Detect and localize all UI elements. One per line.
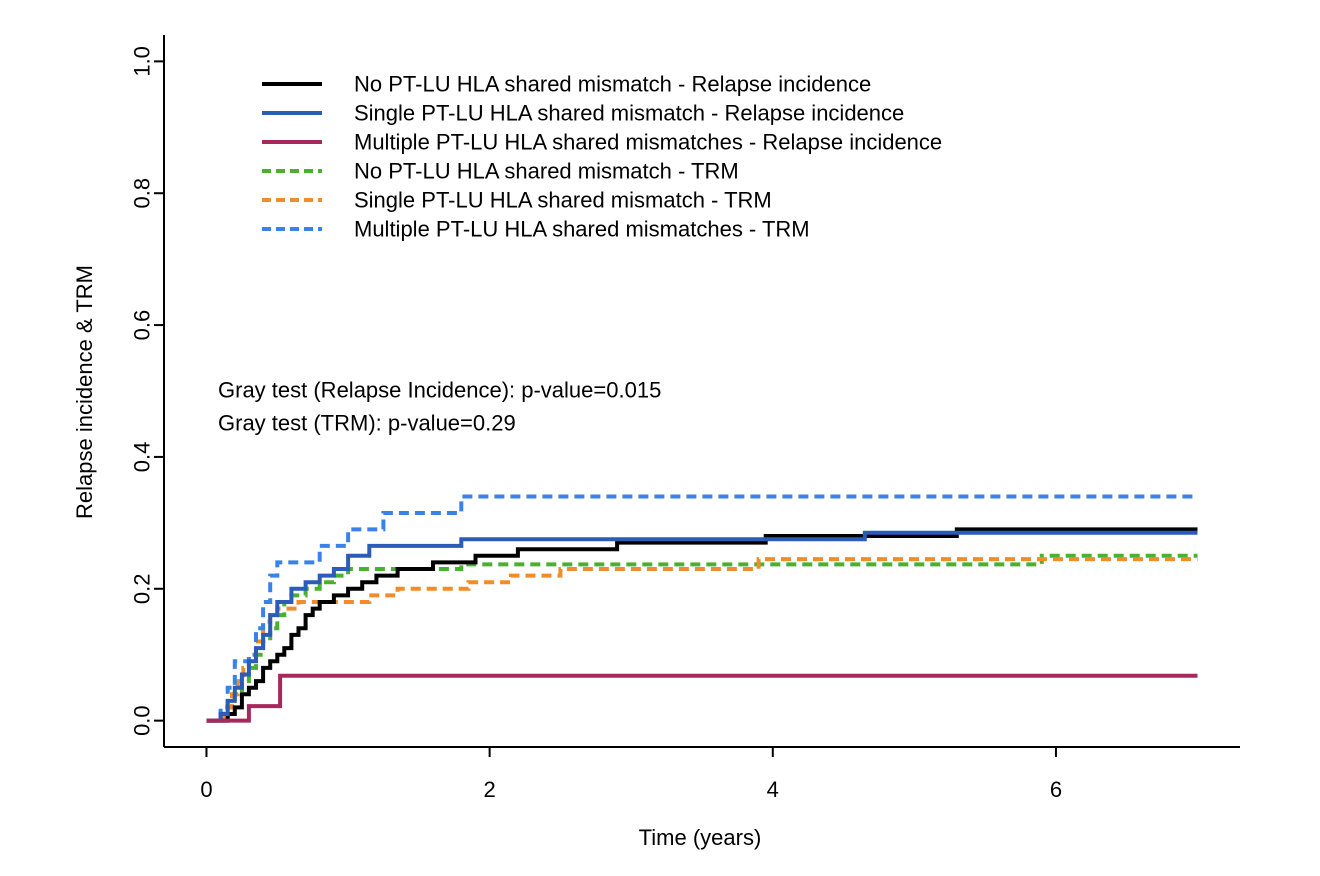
series-line (206, 494, 1198, 723)
y-tick-label: 0.0 (130, 705, 155, 736)
series-line (206, 530, 1198, 723)
series-line (206, 557, 1198, 723)
x-tick-label: 0 (200, 777, 212, 802)
legend-label: Multiple PT-LU HLA shared mismatches - R… (354, 130, 942, 155)
legend-label: No PT-LU HLA shared mismatch - TRM (354, 159, 739, 184)
x-axis-label: Time (years) (639, 825, 762, 850)
annotation-text: Gray test (TRM): p-value=0.29 (218, 411, 516, 436)
y-tick-label: 0.6 (130, 310, 155, 341)
axes: 0.0 0.2 0.4 0.6 0.8 1.0 0 2 4 6 (130, 35, 1240, 802)
series-line (206, 527, 1198, 723)
x-tick-label: 6 (1050, 777, 1062, 802)
series-line (206, 553, 1198, 723)
y-tick-label: 0.2 (130, 573, 155, 604)
y-tick-label: 0.8 (130, 178, 155, 209)
x-tick-label: 2 (484, 777, 496, 802)
y-axis-label: Relapse incidence & TRM (72, 265, 97, 519)
x-tick-label: 4 (767, 777, 779, 802)
legend-label: Multiple PT-LU HLA shared mismatches - T… (354, 217, 810, 242)
annotations: Gray test (Relapse Incidence): p-value=0… (218, 378, 661, 436)
series-line (206, 673, 1198, 723)
y-tick-label: 0.4 (130, 442, 155, 473)
annotation-text: Gray test (Relapse Incidence): p-value=0… (218, 378, 661, 403)
plot-area (206, 494, 1198, 723)
legend: No PT-LU HLA shared mismatch - Relapse i… (262, 72, 942, 242)
legend-label: Single PT-LU HLA shared mismatch - TRM (354, 188, 772, 213)
legend-label: No PT-LU HLA shared mismatch - Relapse i… (354, 72, 871, 97)
y-tick-label: 1.0 (130, 46, 155, 77)
legend-label: Single PT-LU HLA shared mismatch - Relap… (354, 101, 904, 126)
